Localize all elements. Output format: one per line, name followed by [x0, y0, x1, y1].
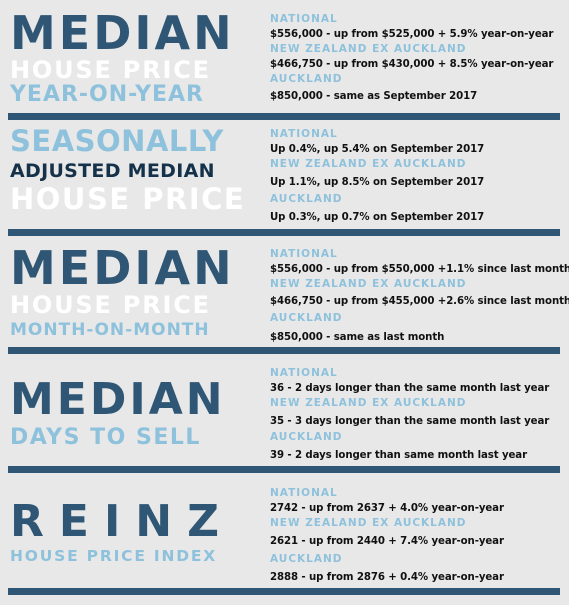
- section-median-year-on-year: MEDIAN HOUSE PRICE YEAR-ON-YEAR NATIONAL…: [0, 10, 569, 114]
- row-value: Up 0.4%, up 5.4% on September 2017: [270, 144, 485, 155]
- row-label: NEW ZEALAND EX AUCKLAND: [270, 278, 467, 290]
- heading-line-1: MEDIAN: [10, 6, 235, 60]
- row-label: AUCKLAND: [270, 312, 343, 324]
- row-value: 2742 - up from 2637 + 4.0% year-on-year: [270, 503, 504, 514]
- section-details: NATIONAL $556,000 - up from $525,000 + 5…: [270, 12, 565, 104]
- row-label: NATIONAL: [270, 13, 338, 25]
- row-value: 2621 - up from 2440 + 7.4% year-on-year: [270, 536, 504, 547]
- heading-line-3: HOUSE PRICE: [10, 182, 246, 216]
- row-value: $556,000 - up from $550,000 +1.1% since …: [270, 264, 569, 275]
- section-heading: REINZ HOUSE PRICE INDEX: [10, 500, 260, 565]
- row-label: AUCKLAND: [270, 553, 343, 565]
- heading-line-1: MEDIAN: [10, 374, 226, 425]
- section-heading: MEDIAN DAYS TO SELL: [10, 378, 260, 449]
- section-details: NATIONAL 36 - 2 days longer than the sam…: [270, 366, 565, 463]
- row-label: NATIONAL: [270, 248, 338, 260]
- row-value: 2888 - up from 2876 + 0.4% year-on-year: [270, 572, 504, 583]
- section-divider: [8, 466, 560, 473]
- row-value: $466,750 - up from $455,000 +2.6% since …: [270, 296, 569, 307]
- section-details: NATIONAL 2742 - up from 2637 + 4.0% year…: [270, 486, 565, 585]
- row-value: $850,000 - same as September 2017: [270, 91, 478, 102]
- heading-line-3: MONTH-ON-MONTH: [10, 320, 210, 340]
- section-median-days-to-sell: MEDIAN DAYS TO SELL NATIONAL 36 - 2 days…: [0, 366, 569, 462]
- section-reinz-house-price-index: REINZ HOUSE PRICE INDEX NATIONAL 2742 - …: [0, 486, 569, 586]
- section-seasonally-adjusted: SEASONALLY ADJUSTED MEDIAN HOUSE PRICE N…: [0, 127, 569, 231]
- row-value: $850,000 - same as last month: [270, 332, 445, 343]
- heading-line-2: HOUSE PRICE INDEX: [10, 547, 218, 565]
- row-value: 35 - 3 days longer than the same month l…: [270, 416, 550, 427]
- section-details: NATIONAL Up 0.4%, up 5.4% on September 2…: [270, 127, 565, 225]
- row-value: Up 1.1%, up 8.5% on September 2017: [270, 177, 485, 188]
- row-value: 39 - 2 days longer than same month last …: [270, 450, 527, 461]
- heading-line-2: DAYS TO SELL: [10, 425, 201, 450]
- section-divider: [8, 113, 560, 120]
- row-value: 36 - 2 days longer than the same month l…: [270, 383, 550, 394]
- section-divider: [8, 347, 560, 354]
- row-label: NEW ZEALAND EX AUCKLAND: [270, 43, 467, 55]
- heading-line-2: ADJUSTED MEDIAN: [10, 160, 215, 182]
- row-value: $556,000 - up from $525,000 + 5.9% year-…: [270, 29, 554, 40]
- row-value: Up 0.3%, up 0.7% on September 2017: [270, 212, 485, 223]
- section-median-month-on-month: MEDIAN HOUSE PRICE MONTH-ON-MONTH NATION…: [0, 245, 569, 349]
- heading-line-1: REINZ: [10, 496, 235, 547]
- section-details: NATIONAL $556,000 - up from $550,000 +1.…: [270, 247, 569, 345]
- row-label: AUCKLAND: [270, 73, 343, 85]
- section-heading: MEDIAN HOUSE PRICE YEAR-ON-YEAR: [10, 10, 260, 106]
- section-divider: [8, 588, 560, 595]
- row-label: NATIONAL: [270, 128, 338, 140]
- row-label: NATIONAL: [270, 367, 338, 379]
- row-label: AUCKLAND: [270, 193, 343, 205]
- section-heading: MEDIAN HOUSE PRICE MONTH-ON-MONTH: [10, 245, 260, 339]
- row-label: AUCKLAND: [270, 431, 343, 443]
- row-label: NEW ZEALAND EX AUCKLAND: [270, 517, 467, 529]
- heading-line-1: SEASONALLY: [10, 124, 224, 158]
- row-value: $466,750 - up from $430,000 + 8.5% year-…: [270, 59, 554, 70]
- heading-line-2: HOUSE PRICE: [10, 291, 211, 319]
- section-divider: [8, 229, 560, 236]
- section-heading: SEASONALLY ADJUSTED MEDIAN HOUSE PRICE: [10, 127, 260, 214]
- row-label: NATIONAL: [270, 487, 338, 499]
- heading-line-3: YEAR-ON-YEAR: [10, 82, 204, 107]
- row-label: NEW ZEALAND EX AUCKLAND: [270, 397, 467, 409]
- row-label: NEW ZEALAND EX AUCKLAND: [270, 158, 467, 170]
- heading-line-1: MEDIAN: [10, 241, 235, 295]
- heading-line-2: HOUSE PRICE: [10, 56, 211, 84]
